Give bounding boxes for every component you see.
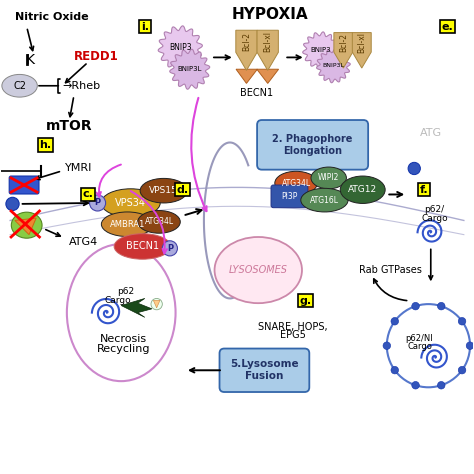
Text: SNARE, HOPS,: SNARE, HOPS,	[258, 322, 328, 332]
Circle shape	[391, 318, 399, 325]
Text: e.: e.	[441, 22, 453, 32]
Text: PI3P: PI3P	[281, 192, 298, 201]
Polygon shape	[334, 33, 353, 68]
Ellipse shape	[101, 212, 154, 237]
Text: LYSOSOMES: LYSOSOMES	[229, 265, 288, 275]
Text: BNIP3: BNIP3	[311, 47, 331, 53]
Text: ATG34L: ATG34L	[282, 179, 310, 188]
Text: ATG12: ATG12	[348, 185, 377, 194]
Circle shape	[458, 318, 466, 325]
Text: YMRI: YMRI	[64, 164, 92, 173]
Ellipse shape	[275, 171, 318, 195]
Circle shape	[387, 304, 470, 387]
Circle shape	[466, 342, 474, 349]
Text: Bcl-xl: Bcl-xl	[357, 32, 366, 53]
Text: BECN1: BECN1	[126, 241, 159, 251]
Text: mTOR: mTOR	[46, 119, 92, 133]
Circle shape	[162, 241, 177, 256]
Text: VPS34: VPS34	[115, 198, 146, 208]
Circle shape	[412, 382, 419, 389]
Ellipse shape	[140, 178, 187, 203]
Polygon shape	[236, 30, 257, 71]
Text: Bcl-2: Bcl-2	[339, 33, 348, 52]
Text: VPS15: VPS15	[149, 186, 178, 195]
Text: Cargo: Cargo	[408, 342, 433, 351]
Text: Necrosis: Necrosis	[100, 334, 147, 344]
Text: f.: f.	[419, 185, 428, 195]
Polygon shape	[352, 33, 371, 68]
Text: C2: C2	[13, 81, 26, 91]
Text: ATG4: ATG4	[69, 237, 99, 247]
Text: Cargo: Cargo	[421, 214, 448, 223]
Text: ATG34L: ATG34L	[145, 218, 173, 227]
Text: BNIP3L: BNIP3L	[322, 64, 345, 68]
Polygon shape	[257, 69, 279, 83]
Text: K: K	[26, 53, 35, 67]
Text: BNIP3: BNIP3	[169, 44, 191, 53]
Text: AMBRA1: AMBRA1	[109, 220, 145, 229]
Circle shape	[383, 342, 391, 349]
Text: p62/NI: p62/NI	[405, 334, 433, 343]
Ellipse shape	[215, 237, 302, 303]
Text: P: P	[94, 199, 100, 208]
Polygon shape	[317, 49, 350, 83]
Text: p62: p62	[118, 287, 135, 296]
Polygon shape	[154, 301, 160, 308]
Text: BNIP3L: BNIP3L	[177, 66, 202, 72]
Ellipse shape	[2, 74, 37, 97]
Circle shape	[90, 195, 106, 211]
Text: P: P	[167, 244, 173, 253]
Circle shape	[391, 366, 399, 374]
Ellipse shape	[301, 188, 348, 212]
Text: Cargo: Cargo	[105, 296, 131, 305]
Text: Bcl-2: Bcl-2	[242, 32, 251, 51]
Polygon shape	[236, 69, 257, 83]
Text: g.: g.	[300, 296, 311, 306]
Ellipse shape	[101, 189, 160, 217]
Circle shape	[408, 162, 420, 174]
Ellipse shape	[340, 176, 385, 203]
Text: 5.Lysosome
Fusion: 5.Lysosome Fusion	[230, 359, 299, 381]
Polygon shape	[15, 218, 36, 235]
Text: h.: h.	[39, 140, 52, 150]
Polygon shape	[170, 49, 210, 89]
Text: 2. Phagophore
Elongation: 2. Phagophore Elongation	[273, 134, 353, 155]
Text: HYPOXIA: HYPOXIA	[232, 8, 309, 22]
Text: c.: c.	[82, 190, 93, 200]
Text: Nitric Oxide: Nitric Oxide	[15, 12, 89, 22]
Ellipse shape	[311, 167, 346, 189]
Polygon shape	[303, 32, 339, 69]
Text: i.: i.	[141, 22, 149, 32]
Circle shape	[151, 299, 162, 310]
Ellipse shape	[11, 212, 42, 238]
Text: →Rheb: →Rheb	[62, 81, 100, 91]
Ellipse shape	[138, 210, 180, 233]
Text: ATG: ATG	[419, 128, 442, 138]
Text: EPG5: EPG5	[280, 330, 306, 340]
Polygon shape	[121, 299, 152, 318]
Circle shape	[412, 302, 419, 310]
FancyBboxPatch shape	[9, 176, 39, 194]
Ellipse shape	[114, 234, 171, 259]
Circle shape	[6, 197, 19, 210]
Text: REDD1: REDD1	[74, 50, 118, 63]
Polygon shape	[158, 26, 202, 70]
Circle shape	[438, 382, 445, 389]
FancyBboxPatch shape	[257, 120, 368, 170]
Text: p62/: p62/	[425, 205, 445, 214]
Text: Rab GTPases: Rab GTPases	[359, 265, 422, 275]
Text: Bcl-xl: Bcl-xl	[263, 31, 272, 52]
Text: d.: d.	[177, 185, 189, 195]
Polygon shape	[257, 30, 278, 71]
Text: ATG16L: ATG16L	[310, 196, 339, 205]
Text: Recycling: Recycling	[97, 345, 150, 355]
Text: WIPI2: WIPI2	[318, 173, 339, 182]
Ellipse shape	[67, 244, 175, 381]
FancyBboxPatch shape	[219, 348, 310, 392]
Circle shape	[458, 366, 466, 374]
Text: BECN1: BECN1	[240, 88, 273, 98]
Circle shape	[438, 302, 445, 310]
FancyBboxPatch shape	[271, 185, 308, 208]
